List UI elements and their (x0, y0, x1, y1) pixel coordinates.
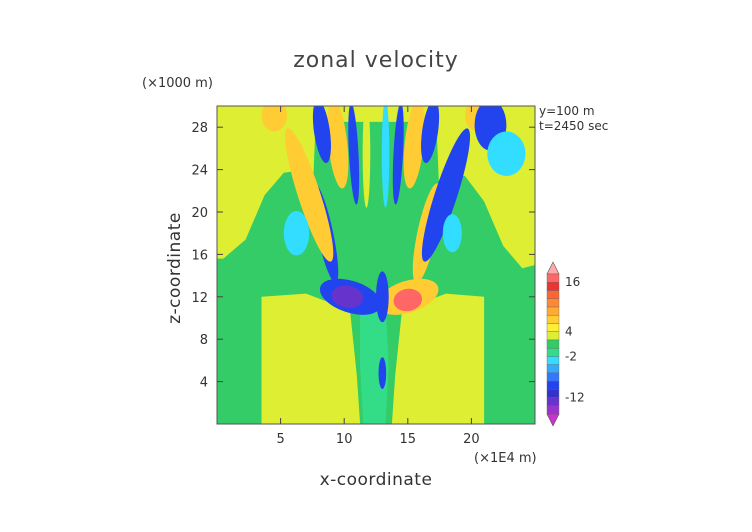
colorbar-label: -12 (565, 391, 585, 405)
field-lobe (381, 106, 390, 208)
x-axis: 5 10 15 20 (276, 106, 480, 447)
field-lobe (442, 214, 462, 253)
colorbar-swatch (546, 380, 560, 390)
heatmap-field (217, 106, 535, 424)
colorbar-swatch (546, 372, 560, 382)
x-axis-label: x-coordinate (319, 470, 433, 490)
lower-blue-streak (378, 357, 387, 390)
field-lobe (421, 128, 471, 262)
colorbar: 16 4 -2 -12 (546, 261, 585, 427)
y-tick-label: 4 (200, 376, 208, 391)
x-tick-label: 15 (400, 432, 417, 447)
plot-frame (216, 105, 536, 425)
colorbar-swatch (546, 356, 560, 365)
colorbar-swatch (546, 405, 560, 415)
colorbar-bottom-arrow (546, 413, 560, 427)
core-center-streak (376, 271, 389, 323)
colorbar-top-arrow (546, 261, 560, 275)
y-axis-unit: (×1000 m) (142, 76, 213, 91)
field-lobe (392, 106, 404, 205)
field-lobe (403, 106, 425, 189)
colorbar-swatch (546, 314, 560, 324)
colorbar-swatch (546, 282, 560, 291)
x-axis-unit: (×1E4 m) (474, 451, 537, 466)
core-magenta-lobe (331, 285, 364, 309)
y-axis-label: z-coordinate (165, 212, 185, 324)
field-lobe (348, 106, 360, 205)
field-lobe (421, 106, 440, 163)
colorbar-label: 16 (565, 275, 580, 289)
field-lobe (487, 131, 526, 176)
y-tick-label: 20 (191, 206, 208, 221)
y-tick-label: 24 (191, 164, 208, 179)
field-lobe (261, 106, 287, 132)
colorbar-label: -2 (565, 349, 577, 363)
annotation-time: t=2450 sec (539, 119, 609, 133)
colorbar-swatch (546, 331, 560, 341)
colorbar-swatch (546, 364, 560, 374)
colorbar-swatch (546, 273, 560, 283)
field-lobe (285, 128, 334, 262)
central-cyan-column (360, 303, 389, 424)
colorbar-swatch (546, 389, 560, 398)
colorbar-swatch (546, 298, 560, 308)
colorbar-swatch (546, 339, 560, 349)
central-green-column (312, 121, 440, 424)
y-tick-label: 12 (191, 291, 208, 306)
x-tick-label: 5 (276, 432, 284, 447)
y-axis: 4 8 12 16 20 24 28 (191, 121, 535, 391)
colorbar-swatch (546, 397, 560, 406)
colorbar-swatch (546, 290, 560, 299)
annotation-y: y=100 m (539, 104, 595, 118)
y-tick-label: 16 (191, 248, 208, 263)
x-tick-label: 20 (463, 432, 480, 447)
chart-title: zonal velocity (293, 48, 459, 73)
colorbar-swatch (546, 347, 560, 357)
colorbar-swatch (546, 306, 560, 316)
colorbar-swatch (546, 323, 560, 332)
y-tick-label: 28 (191, 121, 208, 136)
field-lobe (312, 106, 331, 163)
field-lobe (327, 106, 349, 189)
field-lobe (283, 210, 310, 256)
colorbar-label: 4 (565, 325, 573, 339)
core-pink-lobe (393, 288, 423, 312)
field-lobe (362, 106, 371, 208)
x-tick-label: 10 (336, 432, 353, 447)
y-tick-label: 8 (200, 333, 208, 348)
